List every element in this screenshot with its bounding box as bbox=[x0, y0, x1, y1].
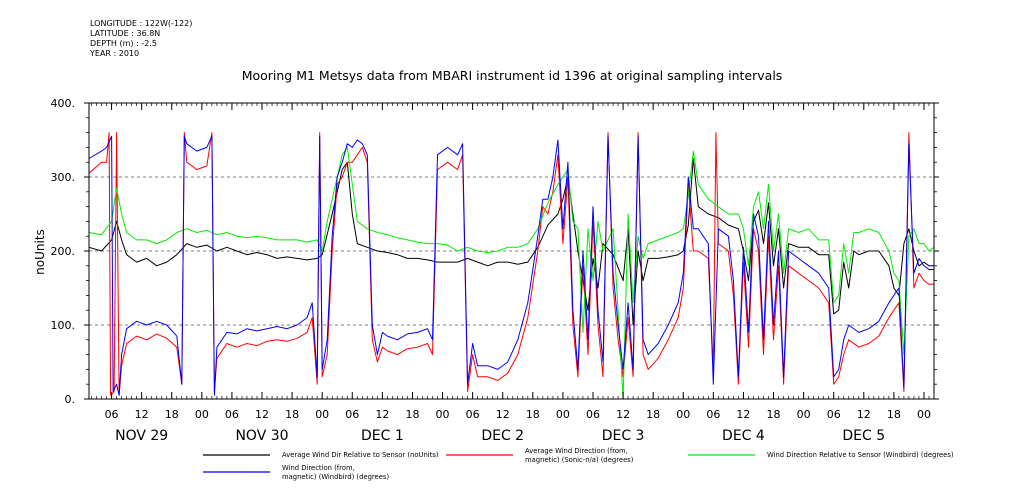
x-tick-label: 06 bbox=[345, 408, 359, 421]
meta-latitude: LATITUDE : 36.8N bbox=[90, 29, 161, 38]
x-tick-label: 18 bbox=[405, 408, 419, 421]
meta-depth: DEPTH (m) : -2.5 bbox=[90, 39, 157, 48]
axis-ticks: 0. 100. 200. 300. 400. 06 12 18 00 06 12 18 00 06 12 18… bbox=[51, 97, 939, 444]
x-day-label: DEC 3 bbox=[602, 428, 645, 444]
series-lines bbox=[88, 132, 935, 400]
x-day-label: DEC 2 bbox=[481, 428, 524, 444]
y-tick-label: 300. bbox=[51, 171, 76, 184]
x-tick-label: 06 bbox=[586, 408, 600, 421]
x-tick-label: 12 bbox=[616, 408, 630, 421]
x-tick-label: 18 bbox=[526, 408, 540, 421]
y-tick-label: 0. bbox=[65, 393, 76, 406]
x-tick-label: 00 bbox=[676, 408, 690, 421]
x-day-label: DEC 4 bbox=[722, 428, 765, 444]
x-tick-label: 12 bbox=[135, 408, 149, 421]
x-tick-label: 06 bbox=[466, 408, 480, 421]
x-tick-label: 18 bbox=[767, 408, 781, 421]
meta-longitude: LONGITUDE : 122W(-122) bbox=[90, 19, 193, 28]
legend-label: Average Wind Dir Relative to Sensor (noU… bbox=[282, 451, 439, 459]
x-tick-label: 12 bbox=[255, 408, 269, 421]
series-line-1 bbox=[88, 132, 934, 396]
x-tick-label: 06 bbox=[225, 408, 239, 421]
x-tick-label: 18 bbox=[646, 408, 660, 421]
y-tick-label: 200. bbox=[51, 245, 76, 258]
x-day-label: NOV 29 bbox=[115, 428, 168, 444]
x-tick-label: 18 bbox=[887, 408, 901, 421]
x-tick-label: 12 bbox=[736, 408, 750, 421]
legend-label: Wind Direction Relative to Sensor (Windb… bbox=[767, 451, 954, 459]
x-tick-label: 12 bbox=[857, 408, 871, 421]
series-line-2 bbox=[88, 146, 935, 400]
chart-title: Mooring M1 Metsys data from MBARI instru… bbox=[242, 68, 783, 83]
x-tick-label: 00 bbox=[315, 408, 329, 421]
x-tick-label: 00 bbox=[195, 408, 209, 421]
x-day-label: DEC 1 bbox=[361, 428, 404, 444]
y-tick-label: 100. bbox=[51, 319, 76, 332]
legend-entry-0: Average Wind Dir Relative to Sensor (noU… bbox=[203, 451, 439, 459]
x-tick-label: 00 bbox=[917, 408, 931, 421]
x-tick-label: 12 bbox=[375, 408, 389, 421]
legend-label: Average Wind Direction (from, bbox=[525, 447, 628, 455]
legend: Average Wind Dir Relative to Sensor (noU… bbox=[203, 447, 954, 481]
series-line-3 bbox=[88, 135, 934, 396]
x-tick-label: 00 bbox=[797, 408, 811, 421]
meta-year: YEAR : 2010 bbox=[90, 49, 140, 58]
x-tick-label: 00 bbox=[436, 408, 450, 421]
x-tick-label: 06 bbox=[706, 408, 720, 421]
metadata-block: LONGITUDE : 122W(-122) LATITUDE : 36.8N … bbox=[90, 19, 192, 59]
legend-entry-1: Average Wind Direction (from,magnetic) (… bbox=[446, 447, 634, 464]
legend-label: magnetic) (Sonic-n/a) (degrees) bbox=[525, 456, 634, 464]
x-tick-label: 06 bbox=[105, 408, 119, 421]
legend-label: Wind Direction (from, bbox=[282, 464, 355, 472]
legend-entry-2: Wind Direction Relative to Sensor (Windb… bbox=[688, 451, 954, 459]
legend-entry-3: Wind Direction (from,magnetic) (Windbird… bbox=[203, 464, 389, 481]
grid-lines bbox=[89, 176, 934, 326]
x-day-label: DEC 5 bbox=[842, 428, 885, 444]
y-axis-label: noUnits bbox=[33, 229, 47, 275]
x-tick-label: 18 bbox=[285, 408, 299, 421]
x-tick-label: 06 bbox=[827, 408, 841, 421]
x-day-label: NOV 30 bbox=[235, 428, 288, 444]
x-tick-label: 18 bbox=[165, 408, 179, 421]
x-tick-label: 00 bbox=[556, 408, 570, 421]
legend-label: magnetic) (Windbird) (degrees) bbox=[282, 473, 389, 481]
y-tick-label: 400. bbox=[51, 97, 76, 110]
x-tick-label: 12 bbox=[496, 408, 510, 421]
series-line-0 bbox=[88, 158, 934, 326]
